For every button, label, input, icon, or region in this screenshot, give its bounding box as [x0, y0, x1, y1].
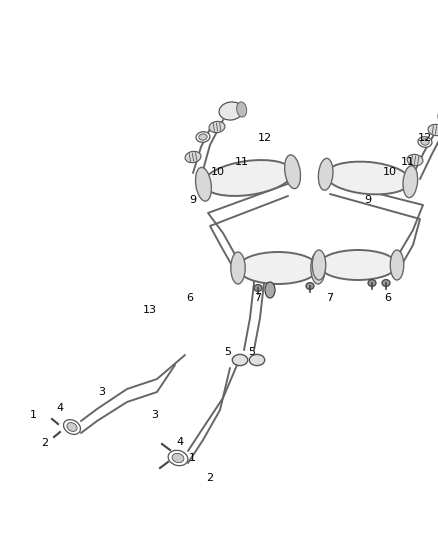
Text: 5: 5: [225, 347, 232, 357]
Text: 4: 4: [57, 403, 64, 413]
Text: 1: 1: [188, 453, 195, 463]
Ellipse shape: [418, 136, 432, 147]
Text: 7: 7: [326, 293, 334, 303]
Text: 12: 12: [258, 133, 272, 143]
Text: 11: 11: [401, 157, 415, 167]
Ellipse shape: [237, 102, 247, 117]
Text: 2: 2: [42, 438, 49, 448]
Ellipse shape: [311, 252, 325, 284]
Ellipse shape: [403, 166, 418, 198]
Text: 11: 11: [235, 157, 249, 167]
Text: 12: 12: [418, 133, 432, 143]
Text: 2: 2: [206, 473, 214, 483]
Text: 9: 9: [190, 195, 197, 205]
Ellipse shape: [199, 134, 207, 140]
Ellipse shape: [325, 161, 410, 195]
Ellipse shape: [249, 354, 265, 366]
Ellipse shape: [318, 158, 333, 190]
Text: 10: 10: [383, 167, 397, 177]
Ellipse shape: [306, 282, 314, 289]
Ellipse shape: [319, 250, 397, 280]
Ellipse shape: [368, 280, 376, 286]
Ellipse shape: [67, 423, 77, 431]
Text: 5: 5: [248, 347, 255, 357]
Text: 4: 4: [177, 437, 184, 447]
Ellipse shape: [428, 124, 438, 136]
Ellipse shape: [238, 252, 318, 284]
Text: 10: 10: [211, 167, 225, 177]
Ellipse shape: [407, 155, 423, 166]
Ellipse shape: [382, 280, 390, 286]
Text: 1: 1: [29, 410, 36, 420]
Ellipse shape: [421, 139, 429, 145]
Text: 6: 6: [187, 293, 194, 303]
Text: 3: 3: [152, 410, 159, 420]
Ellipse shape: [195, 167, 212, 201]
Text: 6: 6: [385, 293, 392, 303]
Ellipse shape: [265, 282, 275, 298]
Ellipse shape: [203, 160, 293, 196]
Ellipse shape: [64, 419, 81, 434]
Ellipse shape: [209, 122, 225, 133]
Text: 13: 13: [143, 305, 157, 315]
Ellipse shape: [312, 250, 326, 280]
Ellipse shape: [185, 151, 201, 163]
Ellipse shape: [219, 102, 243, 120]
Ellipse shape: [285, 155, 300, 189]
Text: 3: 3: [99, 387, 106, 397]
Ellipse shape: [254, 285, 262, 292]
Ellipse shape: [196, 132, 210, 142]
Ellipse shape: [390, 250, 404, 280]
Ellipse shape: [172, 454, 184, 463]
Ellipse shape: [232, 354, 248, 366]
Text: 9: 9: [364, 195, 371, 205]
Text: 7: 7: [254, 293, 261, 303]
Ellipse shape: [168, 450, 188, 466]
Ellipse shape: [231, 252, 245, 284]
